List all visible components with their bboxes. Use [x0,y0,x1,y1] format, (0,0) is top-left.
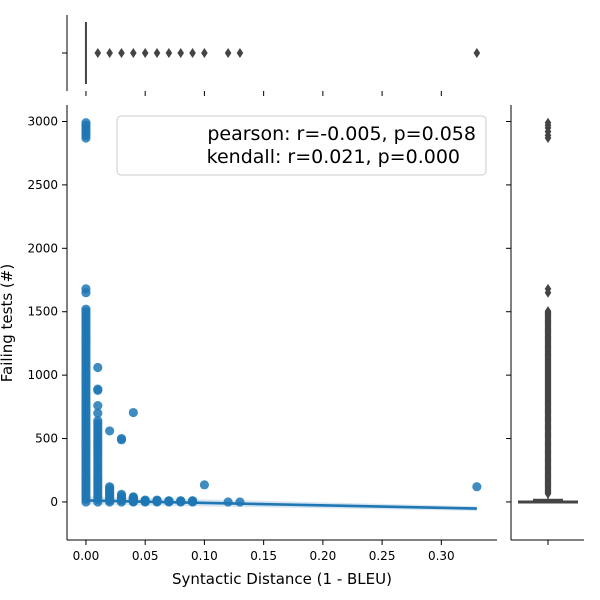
top-marginal-outlier [94,48,102,58]
top-marginal-outlier [165,48,173,58]
x-tick-label: 0.25 [369,549,396,563]
scatter-point [223,497,233,507]
scatter-point [199,480,210,490]
top-marginal-outlier [473,48,481,58]
legend-box [116,115,487,176]
scatter-point [105,482,115,492]
scatter-point [152,495,162,505]
top-marginal-outlier [201,48,208,58]
scatter-point [128,407,138,418]
y-tick-label: 2500 [27,178,58,192]
x-tick-label: 0.15 [250,549,277,563]
top-marginal-outlier [141,48,149,58]
x-tick-label: 0.30 [428,549,455,563]
right-marginal-box [533,498,563,502]
x-tick-label: 0.00 [73,549,100,563]
right-marginal-outlier [544,117,552,128]
scatter-point [128,492,138,502]
scatter-point [140,495,150,505]
scatter-point [81,118,91,128]
right-marginal-outlier [544,283,552,294]
y-axis-label: Failing tests (#) [0,264,16,382]
x-tick-label: 0.05 [132,549,159,563]
scatter-point [81,284,91,294]
y-tick-label: 1500 [27,305,58,319]
x-axis-ticks: 0.00 0.05 0.10 0.15 0.20 0.25 0.30 [62,52,549,563]
top-marginal-boxplot [84,22,481,84]
scatter-point [105,426,115,436]
top-marginal-outlier [130,48,137,58]
scatter-point [164,496,174,506]
y-tick-label: 3000 [27,114,58,128]
scatter-point [93,416,103,426]
scatter-point [93,384,103,394]
legend-pearson: pearson: r=-0.005, p=0.058 [207,123,476,145]
y-tick-label: 0 [50,495,58,509]
scatter-point [81,304,91,314]
x-tick-label: 0.20 [310,549,337,563]
top-marginal-outlier [224,48,232,58]
scatter-point [93,400,103,411]
top-marginal-outlier [106,48,113,58]
scatter-point [93,408,103,418]
x-tick-label: 0.10 [191,549,218,563]
scatter-point [116,489,127,499]
scatter-points [81,118,482,507]
top-marginal-outlier [189,48,196,58]
legend: pearson: r=-0.005, p=0.058 kendall: r=0.… [116,115,487,176]
scatter-point [472,482,482,492]
x-axis-label: Syntactic Distance (1 - BLEU) [172,570,392,588]
top-marginal-outlier [177,48,185,58]
top-marginal-outlier [153,48,161,58]
scatter-point [235,497,245,507]
scatter-point [187,496,198,506]
regression-line [85,499,477,510]
right-marginal-boxplot [518,117,578,504]
scatter-point [176,496,186,506]
legend-kendall: kendall: r=0.021, p=0.000 [207,146,460,168]
y-tick-label: 1000 [27,368,58,382]
y-tick-label: 2000 [27,241,58,255]
y-axis-ticks: 0 500 1000 1500 2000 2500 3000 [27,114,511,509]
scatter-point [93,362,103,373]
right-marginal-outlier [544,306,552,317]
main-axes [66,105,497,541]
top-marginal-outlier [118,48,125,58]
y-tick-label: 500 [35,432,58,446]
scatter-point [116,433,127,444]
top-marginal-outlier [236,48,244,58]
